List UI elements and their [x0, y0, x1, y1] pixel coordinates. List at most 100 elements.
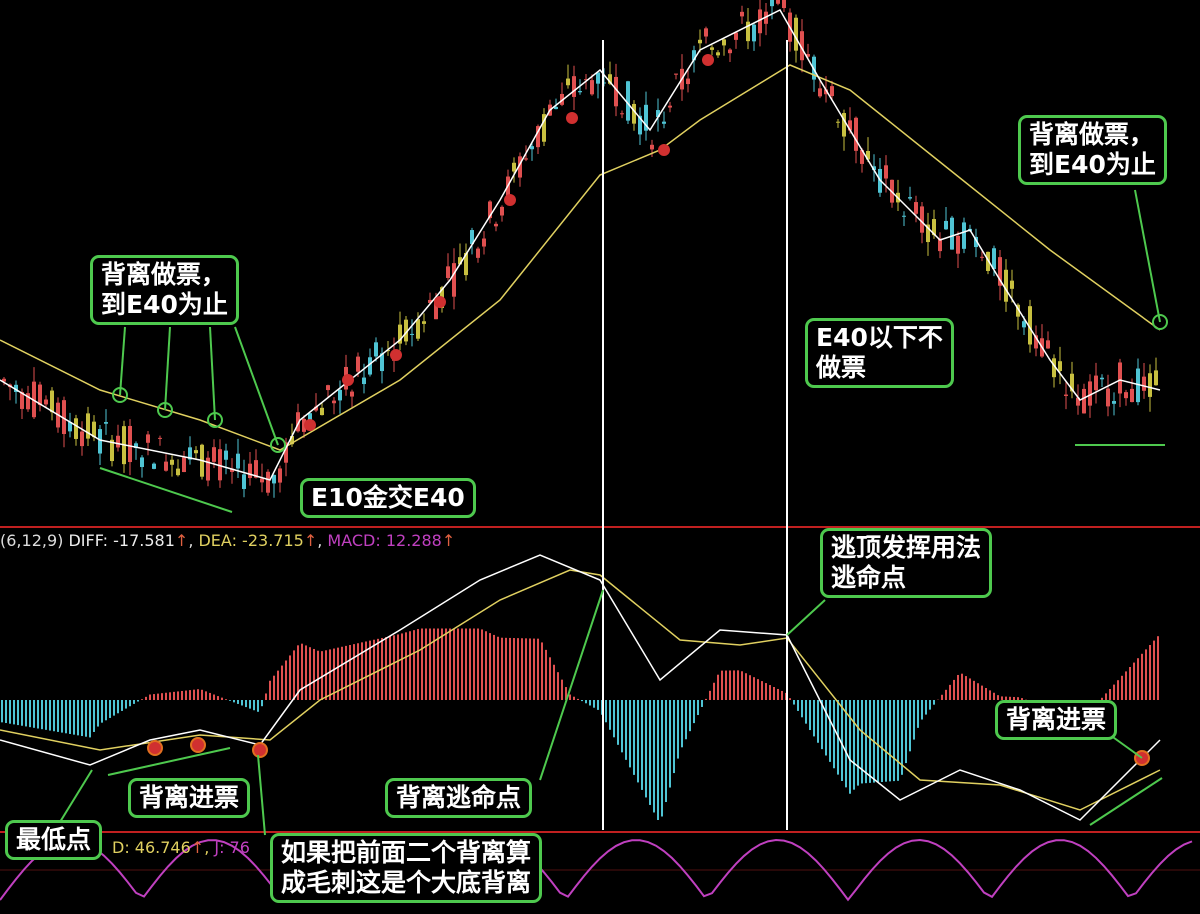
macd-params: (6,12,9) — [0, 531, 64, 550]
candle-body — [146, 434, 150, 443]
candle-body — [782, 0, 786, 9]
annotation-divergence-escape: 背离逃命点 — [385, 778, 533, 818]
candle-body — [716, 52, 720, 56]
candle-body — [464, 252, 468, 276]
candle-body — [434, 299, 438, 320]
candle-body — [50, 390, 54, 413]
candle-body — [938, 238, 942, 252]
candle-body — [956, 235, 960, 254]
candle-body — [932, 219, 936, 236]
candle-body — [638, 115, 642, 135]
candle-body — [152, 463, 156, 469]
candle-body — [806, 54, 810, 57]
candle-body — [284, 442, 288, 463]
annotation-escape-top: 逃顶发挥用法 逃命点 — [820, 528, 993, 598]
divergence-dot — [147, 740, 163, 756]
divergence-dot — [190, 737, 206, 753]
candle-body — [1118, 362, 1122, 394]
candle-body — [518, 156, 522, 178]
candle-body — [248, 463, 252, 479]
candle-body — [1100, 377, 1104, 380]
candle-body — [722, 39, 726, 46]
candle-body — [980, 256, 984, 258]
candle-body — [224, 450, 228, 460]
candle-body — [794, 17, 798, 51]
candle-body — [962, 222, 966, 249]
annotation-leader — [786, 599, 826, 636]
candle-body — [452, 263, 456, 297]
candle-body — [524, 158, 528, 160]
candle-body — [530, 146, 534, 150]
j-line — [0, 839, 1193, 902]
candle-body — [614, 76, 618, 107]
candle-body — [308, 413, 312, 421]
candle-body — [908, 197, 912, 199]
candle-body — [536, 126, 540, 148]
candle-body — [272, 474, 276, 484]
candle-body — [254, 460, 258, 478]
annotation-divergence-entry-left: 背离进票 — [128, 778, 251, 818]
candle-body — [290, 436, 294, 445]
candle-body — [44, 399, 48, 405]
crossover-dot — [342, 374, 354, 386]
candle-body — [824, 89, 828, 95]
macd-value: MACD: 12.288 — [327, 531, 442, 550]
candle-body — [758, 9, 762, 34]
candle-body — [608, 74, 612, 84]
annotation-leader — [209, 326, 216, 421]
candle-body — [446, 266, 450, 278]
candle-body — [1136, 368, 1140, 403]
diff-line — [0, 554, 1161, 821]
candle-body — [776, 0, 780, 4]
candle-body — [1016, 304, 1020, 317]
annotation-leader — [1109, 734, 1143, 759]
candle-body — [218, 449, 222, 481]
candle-body — [1070, 373, 1074, 392]
candle-body — [1046, 340, 1050, 349]
candle-body — [710, 47, 714, 50]
candle-body — [566, 78, 570, 86]
candle-body — [842, 113, 846, 137]
candle-body — [746, 21, 750, 42]
candle-body — [554, 106, 558, 110]
candle-body — [698, 39, 702, 44]
candle-body — [398, 324, 402, 344]
candle-body — [650, 144, 654, 150]
candle-body — [374, 342, 378, 357]
crossover-dot — [566, 112, 578, 124]
candle-body — [914, 202, 918, 214]
candle-body — [20, 392, 24, 409]
candle-body — [590, 80, 594, 95]
candle-body — [1028, 306, 1032, 345]
candle-body — [578, 91, 582, 93]
candle-body — [752, 24, 756, 42]
diff-value: DIFF: -17.581 — [68, 531, 175, 550]
candle-body — [242, 474, 246, 489]
annotation-leader — [99, 467, 233, 513]
annotation-major-bottom: 如果把前面二个背离算 成毛刺这是个大底背离 — [270, 833, 543, 903]
annotation-leader — [119, 326, 126, 396]
annotation-leader — [234, 326, 279, 446]
candle-body — [140, 457, 144, 468]
candle-body — [572, 76, 576, 97]
candle-body — [182, 457, 186, 473]
candle-body — [1124, 392, 1128, 399]
candle-body — [728, 49, 732, 54]
candle-body — [236, 453, 240, 469]
candle-body — [626, 81, 630, 121]
annotation-divergence-entry-right: 背离进票 — [995, 700, 1118, 740]
candle-body — [188, 447, 192, 460]
annotation-leader — [59, 769, 93, 823]
candle-body — [1022, 321, 1026, 328]
candle-body — [770, 0, 774, 7]
candle-body — [92, 421, 96, 438]
candle-body — [338, 389, 342, 401]
candle-body — [800, 31, 804, 61]
candle-body — [926, 224, 930, 243]
candle-body — [410, 333, 414, 335]
candle-body — [362, 377, 366, 385]
candle-body — [134, 443, 138, 449]
candle-body — [314, 406, 318, 411]
candle-body — [212, 447, 216, 462]
